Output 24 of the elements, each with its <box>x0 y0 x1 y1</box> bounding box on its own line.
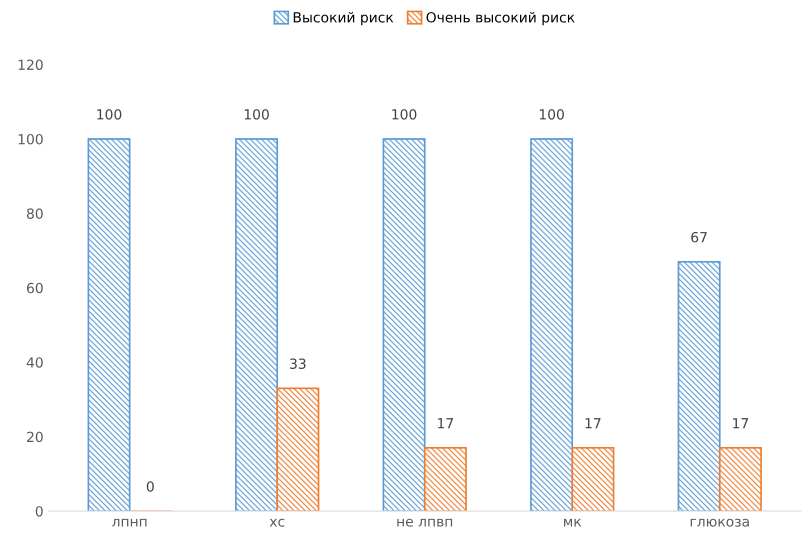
y-tick-label: 100 <box>18 134 43 144</box>
y-tick-label: 20 <box>27 432 43 442</box>
x-tick-label: не лпвп <box>397 518 452 527</box>
y-tick-label: 60 <box>26 282 43 294</box>
data-label: 100 <box>540 109 564 120</box>
legend-label: Высокий риск <box>294 12 394 26</box>
x-tick-label: глюкоза <box>690 518 749 527</box>
x-tick-label: лпнп <box>112 518 146 527</box>
data-label: 100 <box>244 109 269 120</box>
data-label: 17 <box>438 418 454 428</box>
y-tick-label: 40 <box>26 357 43 368</box>
y-tick-label: 80 <box>26 208 43 219</box>
data-label: 17 <box>586 418 601 428</box>
y-tick-label: 120 <box>18 60 43 70</box>
data-label: 100 <box>97 109 122 120</box>
data-label: 100 <box>392 109 416 120</box>
data-label: 17 <box>733 418 748 428</box>
data-label: 0 <box>146 481 154 492</box>
legend-label: Очень высокий риск <box>426 12 575 26</box>
x-tick-label: мк <box>564 518 582 527</box>
data-label: 67 <box>691 232 707 242</box>
data-label: 33 <box>290 358 306 369</box>
x-tick-label: хс <box>270 518 284 527</box>
y-tick-label: 0 <box>36 506 43 517</box>
